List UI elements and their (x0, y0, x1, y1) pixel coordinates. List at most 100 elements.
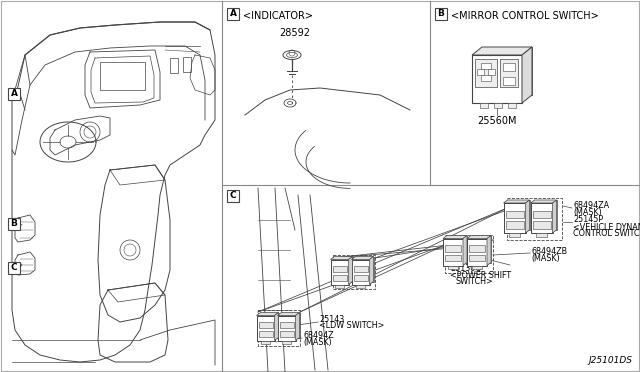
Text: 25145P: 25145P (573, 215, 603, 224)
Bar (494, 103, 502, 108)
Polygon shape (278, 312, 300, 315)
Bar (506, 221, 524, 228)
Text: <POWER SHIFT: <POWER SHIFT (450, 270, 511, 279)
Bar (480, 103, 488, 108)
Polygon shape (369, 257, 374, 285)
Bar (260, 312, 278, 337)
Bar (445, 235, 493, 273)
Text: C: C (230, 192, 236, 201)
Polygon shape (552, 200, 557, 233)
Text: <MIRROR CONTROL SWITCH>: <MIRROR CONTROL SWITCH> (451, 11, 599, 21)
Text: A: A (10, 90, 17, 99)
Bar (472, 266, 482, 269)
Polygon shape (257, 312, 278, 315)
Bar (261, 340, 270, 343)
Bar (282, 340, 291, 343)
Bar (333, 255, 375, 289)
Bar (183, 57, 191, 72)
Bar (448, 266, 458, 269)
Bar (351, 260, 369, 285)
Polygon shape (330, 257, 353, 260)
Text: <INDICATOR>: <INDICATOR> (243, 11, 313, 21)
Bar (504, 203, 525, 233)
Bar (445, 245, 461, 252)
Text: <LDW SWITCH>: <LDW SWITCH> (319, 321, 385, 330)
Bar (503, 63, 515, 71)
Bar (508, 200, 529, 230)
Bar (8, 262, 20, 274)
Text: 28592: 28592 (280, 28, 310, 38)
Bar (507, 198, 562, 240)
Text: B: B (438, 10, 444, 19)
Bar (257, 315, 275, 340)
Bar (469, 245, 485, 252)
Bar (278, 315, 296, 340)
Bar (503, 77, 515, 85)
Text: 68494Z: 68494Z (303, 331, 333, 340)
Bar (532, 211, 550, 218)
Polygon shape (525, 200, 529, 233)
Polygon shape (275, 312, 278, 340)
Polygon shape (296, 312, 300, 340)
Polygon shape (443, 235, 467, 238)
Text: J25101DS: J25101DS (588, 356, 632, 365)
Polygon shape (467, 235, 491, 238)
Bar (330, 260, 349, 285)
Bar (477, 69, 484, 75)
Bar (333, 266, 346, 272)
Text: C: C (11, 263, 17, 273)
Bar (536, 233, 547, 237)
Text: 25130Q: 25130Q (450, 263, 482, 273)
Text: (MASK): (MASK) (573, 208, 602, 218)
Bar (467, 238, 487, 266)
Polygon shape (487, 235, 491, 266)
Bar (534, 200, 557, 230)
Bar (259, 330, 273, 337)
Text: 25560M: 25560M (477, 116, 516, 126)
Bar (355, 257, 374, 282)
Bar (469, 255, 485, 262)
Bar (353, 275, 367, 281)
Bar (259, 322, 273, 328)
Polygon shape (531, 200, 557, 203)
Bar (482, 47, 532, 95)
Text: 25143: 25143 (319, 314, 344, 324)
Bar (471, 235, 491, 263)
Bar (472, 55, 522, 103)
Bar (227, 190, 239, 202)
Bar (353, 266, 367, 272)
Bar (282, 312, 300, 337)
Bar (258, 310, 300, 346)
Bar (443, 238, 463, 266)
Text: A: A (230, 10, 237, 19)
Polygon shape (522, 47, 532, 103)
Polygon shape (504, 200, 529, 203)
Polygon shape (351, 257, 374, 260)
Text: (MASK): (MASK) (531, 253, 560, 263)
Bar (447, 235, 467, 263)
Text: SWITCH>: SWITCH> (456, 278, 493, 286)
Bar (475, 59, 497, 87)
Bar (481, 63, 491, 69)
Bar (8, 88, 20, 100)
Polygon shape (349, 257, 353, 285)
Text: (MASK): (MASK) (303, 339, 332, 347)
Bar (481, 75, 491, 81)
Bar (506, 211, 524, 218)
Bar (8, 218, 20, 230)
Bar (531, 203, 552, 233)
Bar (170, 58, 178, 73)
Bar (509, 233, 520, 237)
Bar (445, 255, 461, 262)
Bar (508, 103, 516, 108)
Text: CONTROL SWITCH>: CONTROL SWITCH> (573, 230, 640, 238)
Bar (280, 330, 294, 337)
Bar (280, 322, 294, 328)
Text: <VEHICLE DYNAMICS: <VEHICLE DYNAMICS (573, 222, 640, 231)
Text: B: B (11, 219, 17, 228)
Bar (335, 257, 353, 282)
Bar (333, 275, 346, 281)
Text: 68494ZA: 68494ZA (573, 202, 609, 211)
Bar (435, 8, 447, 20)
Bar (488, 69, 495, 75)
